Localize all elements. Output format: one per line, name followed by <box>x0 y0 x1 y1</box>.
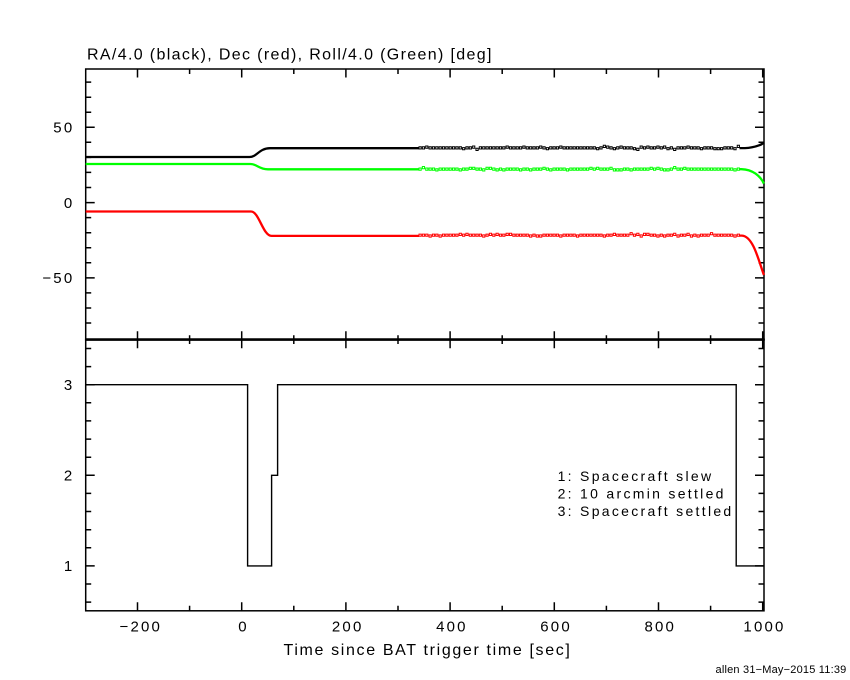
svg-text:1: 1 <box>64 558 75 575</box>
svg-text:800: 800 <box>644 618 676 635</box>
svg-text:−50: −50 <box>42 270 74 287</box>
svg-text:−200: −200 <box>120 618 163 635</box>
svg-text:3: 3 <box>64 377 75 394</box>
svg-text:3: Spacecraft settled: 3: Spacecraft settled <box>558 503 734 519</box>
svg-text:2: 10 arcmin settled: 2: 10 arcmin settled <box>558 486 726 502</box>
svg-text:0: 0 <box>64 195 75 212</box>
svg-text:0: 0 <box>238 618 249 635</box>
svg-text:RA/4.0 (black), Dec (red), Rol: RA/4.0 (black), Dec (red), Roll/4.0 (Gre… <box>87 47 493 64</box>
svg-text:600: 600 <box>540 618 572 635</box>
svg-text:2: 2 <box>64 468 75 485</box>
svg-text:200: 200 <box>332 618 364 635</box>
svg-text:Time since BAT trigger time [s: Time since BAT trigger time [sec] <box>284 642 572 659</box>
svg-text:400: 400 <box>436 618 468 635</box>
svg-text:1000: 1000 <box>743 618 785 635</box>
svg-text:allen 31−May−2015 11:39: allen 31−May−2015 11:39 <box>716 664 847 676</box>
svg-text:50: 50 <box>53 120 74 137</box>
svg-text:1: Spacecraft slew: 1: Spacecraft slew <box>558 468 714 484</box>
